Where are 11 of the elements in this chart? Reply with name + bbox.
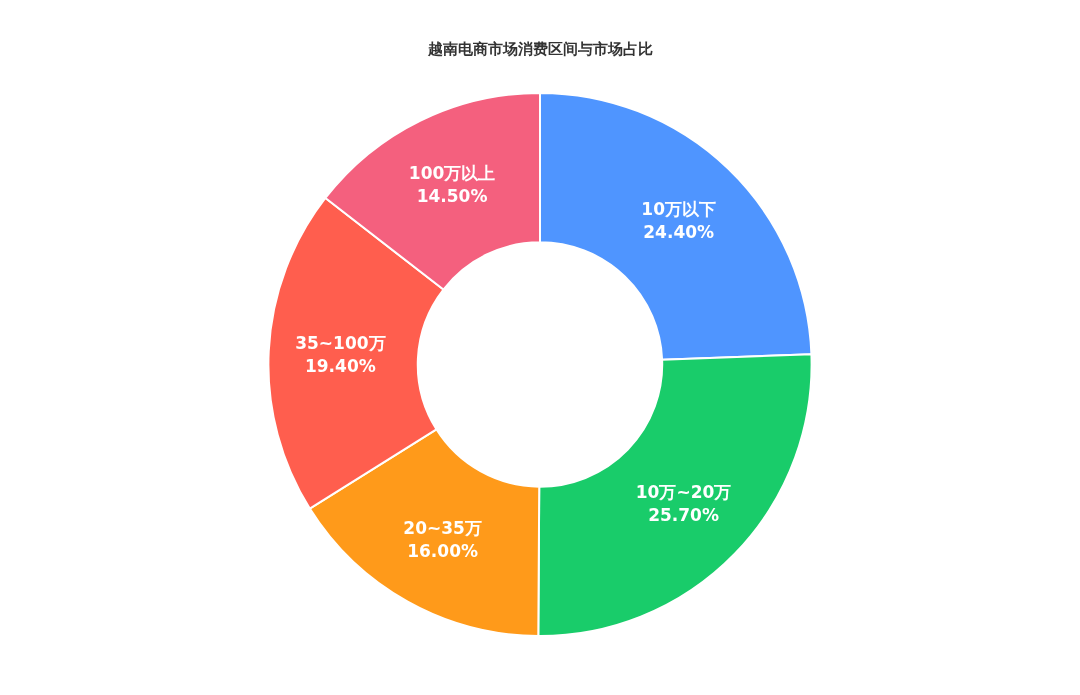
slice-label: 10万以下 xyxy=(641,198,716,219)
chart-title: 越南电商市场消费区间与市场占比 xyxy=(426,39,653,58)
data-label: 14.50% xyxy=(416,186,488,207)
slice-label: 20~35万 xyxy=(403,517,482,538)
data-label: 19.40% xyxy=(304,355,376,376)
data-label: 16.00% xyxy=(407,540,478,561)
slice-label: 35~100万 xyxy=(295,332,386,353)
data-label: 25.70% xyxy=(648,505,719,526)
slice-label: 10万~20万 xyxy=(635,482,732,503)
data-label: 24.40% xyxy=(643,221,715,242)
slice-label: 100万以上 xyxy=(408,163,496,184)
